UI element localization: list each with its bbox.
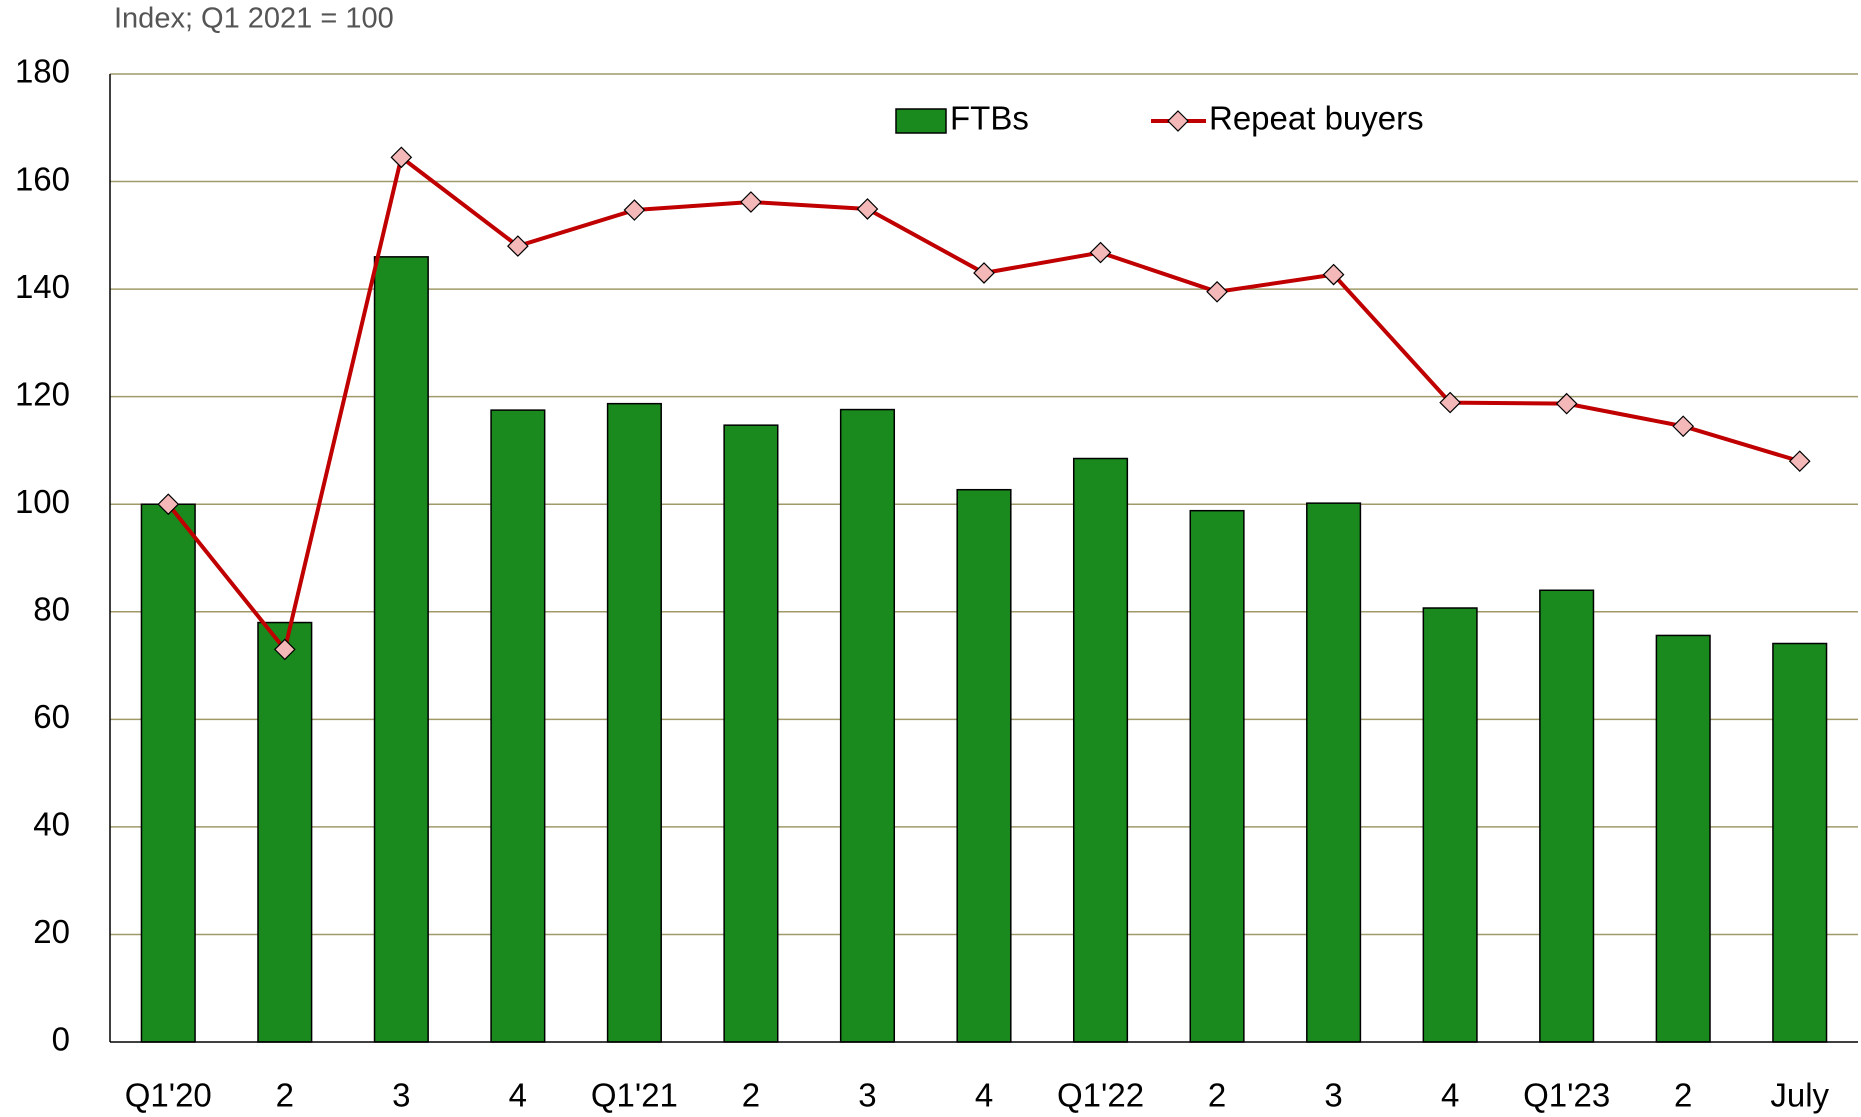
y-tick-label: 180 bbox=[15, 53, 70, 90]
bar bbox=[1072, 457, 1129, 1043]
x-tick-label: 4 bbox=[1441, 1077, 1459, 1114]
y-tick-label: 140 bbox=[15, 268, 70, 305]
bar bbox=[956, 488, 1012, 1043]
bar bbox=[606, 402, 662, 1043]
bar bbox=[1422, 607, 1478, 1043]
bar bbox=[839, 408, 896, 1043]
bar bbox=[1539, 589, 1595, 1043]
x-tick-label: Q1'21 bbox=[591, 1077, 678, 1114]
chart-subtitle: Index; Q1 2021 = 100 bbox=[114, 3, 394, 35]
y-tick-label: 40 bbox=[33, 806, 70, 843]
bar bbox=[140, 503, 196, 1043]
marker bbox=[856, 198, 879, 220]
x-tick-label: 4 bbox=[975, 1077, 993, 1114]
x-tick-label: 2 bbox=[742, 1077, 760, 1114]
y-tick-label: 80 bbox=[33, 590, 70, 627]
bar bbox=[1655, 634, 1711, 1043]
marker bbox=[973, 262, 995, 284]
x-tick-label: 3 bbox=[858, 1077, 876, 1114]
marker bbox=[1555, 392, 1578, 415]
marker bbox=[740, 191, 762, 213]
x-tick-label: 2 bbox=[1208, 1077, 1226, 1114]
legend-label: Repeat buyers bbox=[1209, 100, 1424, 137]
bar bbox=[257, 621, 313, 1043]
marker bbox=[1322, 263, 1345, 286]
legend-swatch bbox=[895, 108, 947, 134]
x-tick-label: Q1'23 bbox=[1523, 1077, 1610, 1114]
x-tick-label: Q1'20 bbox=[125, 1077, 212, 1114]
bar bbox=[723, 424, 779, 1043]
y-tick-label: 20 bbox=[33, 913, 70, 950]
marker bbox=[273, 638, 296, 661]
bar bbox=[1189, 509, 1245, 1043]
y-tick-label: 120 bbox=[15, 375, 70, 412]
x-tick-label: 3 bbox=[392, 1077, 410, 1114]
y-tick-label: 160 bbox=[15, 160, 70, 197]
x-tick-label: 3 bbox=[1324, 1077, 1342, 1114]
bar bbox=[373, 256, 429, 1043]
marker bbox=[1206, 280, 1228, 303]
x-tick-label: July bbox=[1770, 1077, 1829, 1114]
bar bbox=[1306, 502, 1362, 1043]
marker bbox=[507, 235, 529, 257]
y-tick-label: 60 bbox=[33, 698, 70, 735]
x-tick-label: 4 bbox=[509, 1077, 527, 1114]
y-tick-label: 100 bbox=[15, 483, 70, 520]
legend-marker bbox=[1167, 110, 1189, 132]
y-tick-label: 0 bbox=[52, 1021, 70, 1058]
marker bbox=[157, 493, 180, 516]
x-tick-label: Q1'22 bbox=[1057, 1077, 1144, 1114]
bar bbox=[490, 409, 546, 1043]
bar bbox=[1772, 642, 1828, 1043]
marker bbox=[623, 199, 646, 221]
x-tick-label: 2 bbox=[276, 1077, 294, 1114]
marker bbox=[1788, 450, 1811, 473]
marker bbox=[1089, 241, 1112, 264]
marker bbox=[1672, 415, 1695, 438]
legend-label: FTBs bbox=[950, 100, 1029, 137]
marker bbox=[1439, 391, 1461, 414]
marker bbox=[390, 146, 413, 169]
x-tick-label: 2 bbox=[1674, 1077, 1692, 1114]
